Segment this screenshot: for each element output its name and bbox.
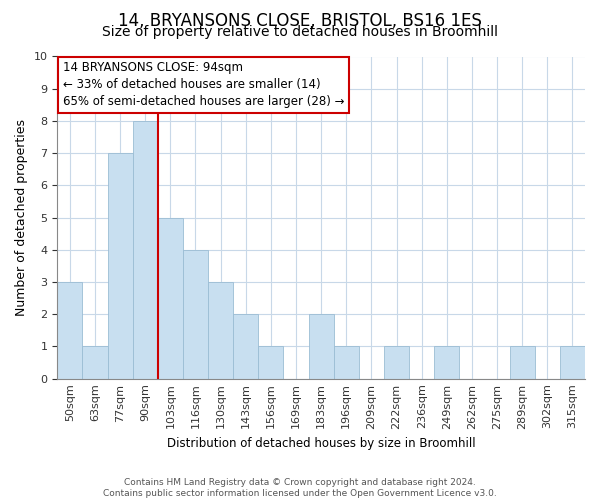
Bar <box>259 346 283 378</box>
Bar <box>107 153 133 378</box>
Bar <box>233 314 259 378</box>
Text: 14 BRYANSONS CLOSE: 94sqm
← 33% of detached houses are smaller (14)
65% of semi-: 14 BRYANSONS CLOSE: 94sqm ← 33% of detac… <box>62 62 344 108</box>
Bar <box>183 250 208 378</box>
Bar <box>434 346 460 378</box>
Y-axis label: Number of detached properties: Number of detached properties <box>15 119 28 316</box>
Bar <box>133 121 158 378</box>
Text: 14, BRYANSONS CLOSE, BRISTOL, BS16 1ES: 14, BRYANSONS CLOSE, BRISTOL, BS16 1ES <box>118 12 482 30</box>
Bar <box>560 346 585 378</box>
Bar <box>208 282 233 378</box>
Bar <box>509 346 535 378</box>
X-axis label: Distribution of detached houses by size in Broomhill: Distribution of detached houses by size … <box>167 437 475 450</box>
Bar <box>82 346 107 378</box>
Text: Contains HM Land Registry data © Crown copyright and database right 2024.
Contai: Contains HM Land Registry data © Crown c… <box>103 478 497 498</box>
Bar <box>57 282 82 378</box>
Bar <box>158 218 183 378</box>
Bar <box>334 346 359 378</box>
Bar <box>308 314 334 378</box>
Bar <box>384 346 409 378</box>
Text: Size of property relative to detached houses in Broomhill: Size of property relative to detached ho… <box>102 25 498 39</box>
